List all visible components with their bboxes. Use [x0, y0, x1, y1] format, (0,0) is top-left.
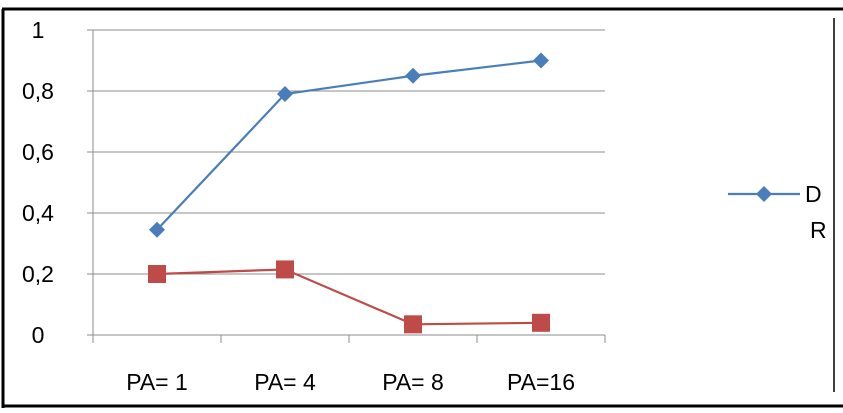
- diamond-marker: [756, 186, 772, 202]
- gridlines: [93, 29, 605, 275]
- diamond-marker: [149, 221, 165, 238]
- legend-label: R: [810, 217, 827, 243]
- y-tick-label: 0,4: [22, 200, 54, 226]
- y-tick-label: 1: [32, 17, 45, 43]
- square-marker: [276, 260, 294, 279]
- x-tick-label: PA= 1: [126, 369, 188, 395]
- series-markers: [148, 52, 550, 334]
- y-tick-label: 0,8: [22, 78, 54, 104]
- diamond-marker: [405, 67, 421, 84]
- x-tick-label: PA=16: [507, 369, 575, 395]
- x-tick-label: PA= 4: [254, 369, 316, 395]
- legend: DR: [728, 181, 827, 243]
- diamond-marker: [277, 86, 293, 103]
- legend-label: D: [805, 181, 822, 207]
- series-line-D: [156, 59, 542, 231]
- square-marker: [404, 315, 422, 334]
- square-marker: [148, 265, 166, 283]
- y-tick-labels: 0 0,2 0,4 0,6 0,8 1: [22, 17, 54, 348]
- axes: [87, 29, 606, 343]
- y-tick-label: 0,2: [22, 261, 54, 287]
- square-marker: [532, 313, 550, 332]
- series-lines: [156, 59, 542, 326]
- series-line-R: [156, 268, 542, 326]
- y-tick-label: 0,6: [22, 139, 54, 165]
- x-tick-label: PA= 8: [382, 369, 444, 395]
- diamond-marker: [533, 52, 549, 69]
- y-tick-label: 0: [32, 322, 45, 348]
- x-tick-labels: PA= 1 PA= 4 PA= 8 PA=16: [126, 369, 575, 395]
